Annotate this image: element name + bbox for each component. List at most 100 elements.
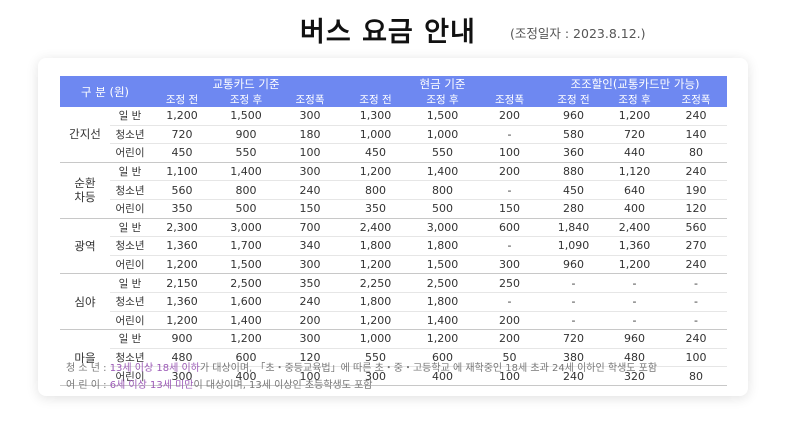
- fare-cell-before: 1,090: [543, 236, 605, 256]
- age-label-teen: 청소년: [110, 348, 150, 368]
- sub-header-diff: 조정폭: [476, 92, 544, 107]
- fare-cell-diff: 340: [278, 236, 343, 256]
- fare-cell-before: 1,300: [342, 107, 410, 126]
- fare-cell-after: 400: [604, 199, 666, 219]
- fare-cell-diff: 120: [278, 348, 343, 368]
- fare-cell-diff: -: [476, 180, 544, 200]
- fare-cell-after: 1,800: [409, 292, 477, 312]
- sub-header-after: 조정 후: [214, 92, 278, 107]
- fare-cell-diff: 180: [278, 125, 343, 145]
- sub-header-after: 조정 후: [409, 92, 477, 107]
- fare-cell-after: 1,700: [214, 236, 278, 256]
- fare-cell-diff: 300: [278, 329, 343, 349]
- fare-cell-after: 500: [409, 199, 477, 219]
- fare-cell-before: 960: [543, 107, 605, 126]
- fare-cell-after: 1,000: [409, 125, 477, 145]
- fare-cell-after: 640: [604, 180, 666, 200]
- age-label-teen: 청소년: [110, 125, 150, 145]
- fare-cell-diff: 700: [278, 218, 343, 238]
- adjustment-date: (조정일자 : 2023.8.12.): [510, 26, 646, 41]
- fare-cell-before: -: [543, 311, 605, 331]
- fare-cell-before: 720: [543, 329, 605, 349]
- fare-cell-diff: 300: [278, 255, 343, 275]
- sub-header-before: 조정 전: [342, 92, 410, 107]
- age-label-general: 일 반: [110, 107, 150, 126]
- fare-cell-before: 450: [543, 180, 605, 200]
- fare-cell-before: 1,360: [150, 292, 214, 312]
- fare-cell-diff: -: [665, 273, 728, 293]
- fare-cell-before: 380: [543, 348, 605, 368]
- fare-cell-before: 1,000: [342, 125, 410, 145]
- fare-cell-after: 500: [214, 199, 278, 219]
- fare-cell-diff: -: [476, 125, 544, 145]
- fare-cell-after: 440: [604, 143, 666, 163]
- fare-cell-diff: 250: [476, 273, 544, 293]
- fare-cell-diff: 120: [665, 199, 728, 219]
- fare-table: 구 분 (원) 교통카드 기준 현금 기준 조조할인(교통카드만 가능) 조정 …: [60, 76, 728, 386]
- group-header-cash: 현금 기준: [342, 76, 544, 92]
- fare-cell-after: 1,200: [604, 255, 666, 275]
- age-label-child: 어린이: [110, 143, 150, 163]
- fare-cell-diff: -: [665, 311, 728, 331]
- fare-cell-after: 960: [604, 329, 666, 349]
- fare-cell-after: 2,400: [604, 218, 666, 238]
- fare-cell-diff: 100: [278, 366, 343, 386]
- table-row: 청소년 720 900 180 1,000 1,000-580 720 140: [60, 125, 728, 145]
- table-row: 어린이 450 550 100 450 550 100 360 440 80: [60, 143, 728, 163]
- fare-cell-before: 1,100: [150, 162, 214, 182]
- age-label-general: 일 반: [110, 329, 150, 349]
- fare-cell-before: 1,200: [150, 255, 214, 275]
- sub-header-diff: 조정폭: [278, 92, 343, 107]
- fare-cell-diff: -: [476, 292, 544, 312]
- sub-header-before: 조정 전: [543, 92, 605, 107]
- fare-cell-before: -: [543, 292, 605, 312]
- fare-cell-diff: 190: [665, 180, 728, 200]
- note-child-highlight: 6세 이상 13세 미만: [109, 380, 194, 391]
- fare-cell-before: 2,150: [150, 273, 214, 293]
- fare-cell-diff: 80: [665, 143, 728, 163]
- note-child: 어 린 이 : 6세 이상 13세 미만이 대상이며, 13세 이상인 초등학생…: [66, 377, 657, 394]
- fare-cell-before: 1,200: [150, 311, 214, 331]
- fare-cell-after: 1,400: [409, 162, 477, 182]
- fare-cell-diff: 140: [665, 125, 728, 145]
- fare-table-body: 간지선 일 반 1,200 1,500 300 1,300 1,500 200 960 1,200…: [60, 107, 728, 386]
- fare-cell-after: 720: [604, 125, 666, 145]
- fare-cell-after: 400: [409, 366, 477, 386]
- header-row-groups: 구 분 (원) 교통카드 기준 현금 기준 조조할인(교통카드만 가능): [60, 76, 728, 107]
- table-row: 어린이 300 400 100 300 400 100 240 320 80: [60, 366, 728, 386]
- fare-cell-before: 2,400: [342, 218, 410, 238]
- fare-cell-diff: 100: [665, 348, 728, 368]
- fare-cell-diff: 200: [476, 311, 544, 331]
- note-teen: 청 소 년 : 13세 이상 18세 이하가 대상이며, 「초・중등교육법」에 …: [66, 360, 657, 377]
- age-label-child: 어린이: [110, 255, 150, 275]
- age-label-general: 일 반: [110, 162, 150, 182]
- age-label-teen: 청소년: [110, 236, 150, 256]
- table-row: 어린이 350 500 150 350 500 150 280 400 120: [60, 199, 728, 219]
- fare-cell-before: 800: [342, 180, 410, 200]
- notes: 청 소 년 : 13세 이상 18세 이하가 대상이며, 「초・중등교육법」에 …: [66, 360, 657, 394]
- fare-cell-before: 580: [543, 125, 605, 145]
- table-row: 광역 일 반 2,300 3,000 700 2,400 3,000 600 1,840 2,40…: [60, 218, 728, 275]
- fare-cell-after: 1,200: [604, 107, 666, 126]
- fare-cell-diff: 240: [665, 107, 728, 126]
- fare-cell-before: 550: [342, 348, 410, 368]
- fare-cell-before: 880: [543, 162, 605, 182]
- fare-cell-before: 1,200: [342, 255, 410, 275]
- fare-cell-after: 1,600: [214, 292, 278, 312]
- table-row: 청소년 1,360 1,600 240 1,800 1,800- - - -: [60, 292, 728, 312]
- age-label-general: 일 반: [110, 273, 150, 293]
- fare-cell-diff: 100: [476, 366, 544, 386]
- table-row: 순환 차등 일 반 1,100 1,400 300 1,200 1,400 200 880 1,12…: [60, 162, 728, 219]
- fare-cell-diff: 270: [665, 236, 728, 256]
- age-label-teen: 청소년: [110, 292, 150, 312]
- fare-cell-before: 1,200: [342, 162, 410, 182]
- fare-cell-before: 300: [342, 366, 410, 386]
- fare-cell-before: 1,000: [342, 329, 410, 349]
- fare-cell-after: 1,400: [214, 311, 278, 331]
- fare-cell-after: 1,200: [409, 329, 477, 349]
- fare-cell-diff: 150: [278, 199, 343, 219]
- group-header-early: 조조할인(교통카드만 가능): [543, 76, 728, 92]
- table-row: 어린이 1,200 1,500 300 1,200 1,500 300 960 1,200 240: [60, 255, 728, 275]
- table-row: 청소년 1,360 1,700 340 1,800 1,800-1,090 1,360 270: [60, 236, 728, 256]
